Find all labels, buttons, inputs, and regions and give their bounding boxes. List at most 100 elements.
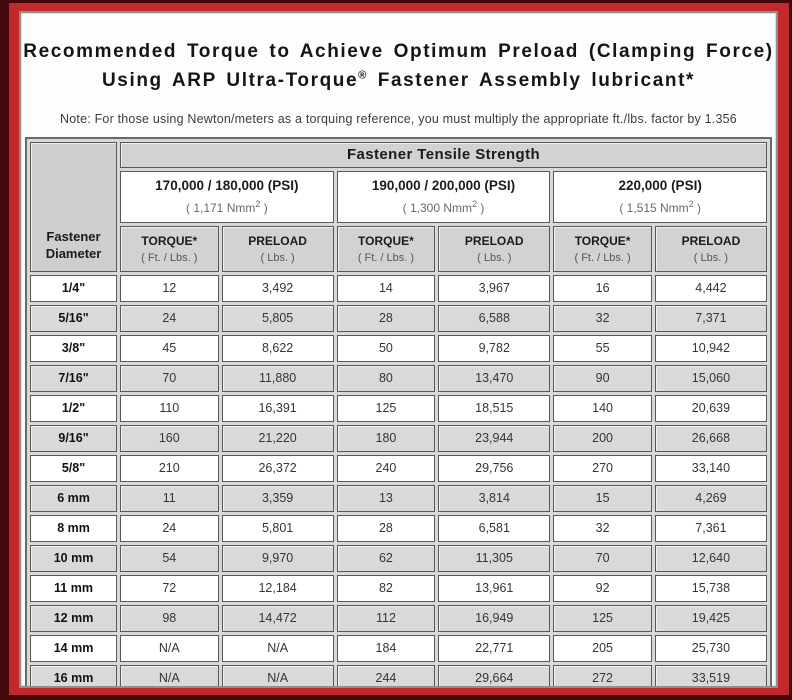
value-cell: 16 <box>553 274 652 302</box>
value-cell: 3,492 <box>221 274 334 302</box>
value-cell: 26,668 <box>654 424 767 452</box>
content-panel: Recommended Torque to Achieve Optimum Pr… <box>19 11 778 688</box>
value-cell: 62 <box>336 544 436 572</box>
value-cell: 5,801 <box>221 514 334 542</box>
diameter-cell: 16 mm <box>30 664 118 686</box>
value-cell: 45 <box>120 334 219 362</box>
tensile-strength-header-row: Fastener Diameter Fastener Tensile Stren… <box>30 141 767 272</box>
value-cell: 180 <box>336 424 436 452</box>
value-cell: 184 <box>336 634 436 662</box>
value-cell: 14,472 <box>221 604 334 632</box>
conversion-note: Note: For those using Newton/meters as a… <box>60 111 737 126</box>
value-cell: 11,305 <box>438 544 551 572</box>
torque-column-header: TORQUE* ( Ft. / Lbs. ) <box>553 225 652 272</box>
diameter-cell: 9/16" <box>30 424 118 452</box>
value-cell: 110 <box>120 394 219 422</box>
value-cell: 8,622 <box>221 334 334 362</box>
table-row: 10 mm 54 9,970 62 11,305 70 12,640 <box>30 544 767 572</box>
value-cell: 200 <box>553 424 652 452</box>
value-cell: 32 <box>553 514 652 542</box>
value-cell: 272 <box>553 664 652 686</box>
diameter-cell: 3/8" <box>30 334 118 362</box>
value-cell: N/A <box>221 664 334 686</box>
tensile-strength-header: Fastener Tensile Strength <box>120 141 767 168</box>
value-cell: 90 <box>553 364 652 392</box>
psi-group-190-200: 190,000 / 200,000 (PSI) ( 1,300 Nmm2 ) <box>336 170 551 223</box>
table-row: 1/2" 110 16,391 125 18,515 140 20,639 <box>30 394 767 422</box>
diameter-cell: 6 mm <box>30 484 118 512</box>
value-cell: 28 <box>336 304 436 332</box>
value-cell: 11 <box>120 484 219 512</box>
table-body: 1/4" 12 3,492 14 3,967 16 4,442 5/16" 24 5,805 28 6… <box>30 274 767 686</box>
value-cell: 6,588 <box>438 304 551 332</box>
value-cell: 3,814 <box>438 484 551 512</box>
diameter-cell: 8 mm <box>30 514 118 542</box>
value-cell: 14 <box>336 274 436 302</box>
value-cell: 125 <box>336 394 436 422</box>
value-cell: 22,771 <box>438 634 551 662</box>
value-cell: 15,060 <box>654 364 767 392</box>
value-cell: 210 <box>120 454 219 482</box>
value-cell: 82 <box>336 574 436 602</box>
value-cell: 50 <box>336 334 436 362</box>
value-cell: 205 <box>553 634 652 662</box>
value-cell: 7,371 <box>654 304 767 332</box>
title-line-1: Recommended Torque to Achieve Optimum Pr… <box>23 41 774 62</box>
value-cell: 4,269 <box>654 484 767 512</box>
torque-column-header: TORQUE* ( Ft. / Lbs. ) <box>120 225 219 272</box>
value-cell: N/A <box>120 634 219 662</box>
value-cell: 160 <box>120 424 219 452</box>
table-row: 16 mm N/A N/A 244 29,664 272 33,519 <box>30 664 767 686</box>
value-cell: 21,220 <box>221 424 334 452</box>
value-cell: 140 <box>553 394 652 422</box>
value-cell: 15 <box>553 484 652 512</box>
table-row: 11 mm 72 12,184 82 13,961 92 15,738 <box>30 574 767 602</box>
torque-preload-subheader-row: TORQUE* ( Ft. / Lbs. ) PRELOAD ( Lbs. ) … <box>30 225 767 272</box>
page-title: Recommended Torque to Achieve Optimum Pr… <box>21 37 776 96</box>
registered-trademark-symbol: ® <box>358 70 368 83</box>
value-cell: 4,442 <box>654 274 767 302</box>
diameter-cell: 7/16" <box>30 364 118 392</box>
value-cell: 24 <box>120 304 219 332</box>
value-cell: 19,425 <box>654 604 767 632</box>
diameter-cell: 5/8" <box>30 454 118 482</box>
value-cell: 32 <box>553 304 652 332</box>
diameter-cell: 5/16" <box>30 304 118 332</box>
preload-column-header: PRELOAD ( Lbs. ) <box>654 225 767 272</box>
value-cell: 29,664 <box>438 664 551 686</box>
value-cell: N/A <box>120 664 219 686</box>
value-cell: 6,581 <box>438 514 551 542</box>
value-cell: 55 <box>553 334 652 362</box>
value-cell: 98 <box>120 604 219 632</box>
table-row: 14 mm N/A N/A 184 22,771 205 25,730 <box>30 634 767 662</box>
psi-group-220: 220,000 (PSI) ( 1,515 Nmm2 ) <box>553 170 767 223</box>
value-cell: 13 <box>336 484 436 512</box>
diameter-cell: 1/4" <box>30 274 118 302</box>
table-row: 8 mm 24 5,801 28 6,581 32 7,361 <box>30 514 767 542</box>
value-cell: 11,880 <box>221 364 334 392</box>
value-cell: 72 <box>120 574 219 602</box>
value-cell: 16,391 <box>221 394 334 422</box>
value-cell: 3,967 <box>438 274 551 302</box>
diameter-cell: 10 mm <box>30 544 118 572</box>
table-row: 3/8" 45 8,622 50 9,782 55 10,942 <box>30 334 767 362</box>
title-line-2: Using ARP Ultra-Torque® Fastener Assembl… <box>101 70 696 92</box>
value-cell: 244 <box>336 664 436 686</box>
preload-column-header: PRELOAD ( Lbs. ) <box>221 225 334 272</box>
value-cell: 29,756 <box>438 454 551 482</box>
psi-group-170-180: 170,000 / 180,000 (PSI) ( 1,171 Nmm2 ) <box>120 170 334 223</box>
value-cell: 16,949 <box>438 604 551 632</box>
value-cell: 33,140 <box>654 454 767 482</box>
value-cell: 33,519 <box>654 664 767 686</box>
value-cell: 23,944 <box>438 424 551 452</box>
value-cell: 240 <box>336 454 436 482</box>
value-cell: 270 <box>553 454 652 482</box>
value-cell: 5,805 <box>221 304 334 332</box>
table-row: 7/16" 70 11,880 80 13,470 90 15,060 <box>30 364 767 392</box>
value-cell: 12 <box>120 274 219 302</box>
torque-preload-table: Fastener Diameter Fastener Tensile Stren… <box>25 136 772 686</box>
value-cell: 13,961 <box>438 574 551 602</box>
value-cell: 24 <box>120 514 219 542</box>
